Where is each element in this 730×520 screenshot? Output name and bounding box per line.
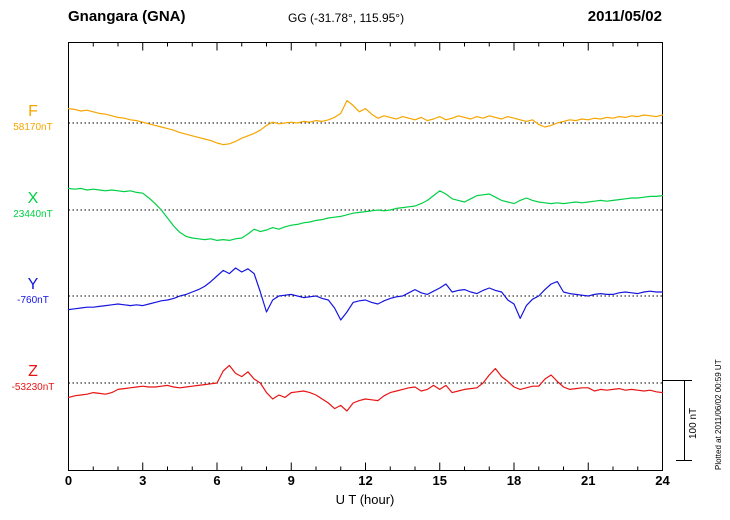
series-name-z: Z (28, 363, 38, 380)
x-tick-label-15: 15 (432, 473, 447, 488)
plotted-at-note: Plotted at 2011/06/02 00:59 UT (714, 359, 723, 470)
x-tick-label-18: 18 (506, 473, 522, 488)
series-label-z: Z -53230nT (2, 363, 64, 393)
x-tick-label-24: 24 (655, 473, 670, 488)
series-baseline-value-z: -53230nT (11, 381, 55, 393)
series-baseline-value-f: 58170nT (13, 121, 53, 133)
plot-frame (68, 42, 663, 471)
scalebar-label: 100 nT (688, 407, 699, 439)
x-tick-label-3: 3 (139, 473, 147, 488)
series-label-y: Y -760nT (2, 276, 64, 306)
series-name-x: X (27, 190, 39, 207)
series-name-y: Y (27, 276, 39, 293)
x-tick-label-12: 12 (358, 473, 373, 488)
x-axis-title: U T (hour) (335, 492, 395, 507)
series-label-f: F 58170nT (2, 103, 64, 133)
plot-date: 2011/05/02 (587, 8, 662, 25)
series-name-f: F (28, 103, 38, 120)
x-tick-label-6: 6 (213, 473, 221, 488)
series-baseline-value-y: -760nT (17, 294, 49, 306)
x-tick-label-0: 0 (64, 473, 73, 488)
trace-Z (67, 364, 664, 412)
x-tick-label-21: 21 (581, 473, 596, 488)
series-label-x: X 23440nT (2, 190, 64, 220)
x-tick-label-9: 9 (287, 473, 295, 488)
station-coordinates: GG (-31.78°, 115.95°) (288, 11, 405, 25)
trace-X (67, 187, 664, 241)
series-baseline-value-x: 23440nT (13, 208, 53, 220)
trace-F (67, 99, 664, 146)
trace-Y (67, 267, 664, 321)
station-title: Gnangara (GNA) (68, 8, 186, 25)
